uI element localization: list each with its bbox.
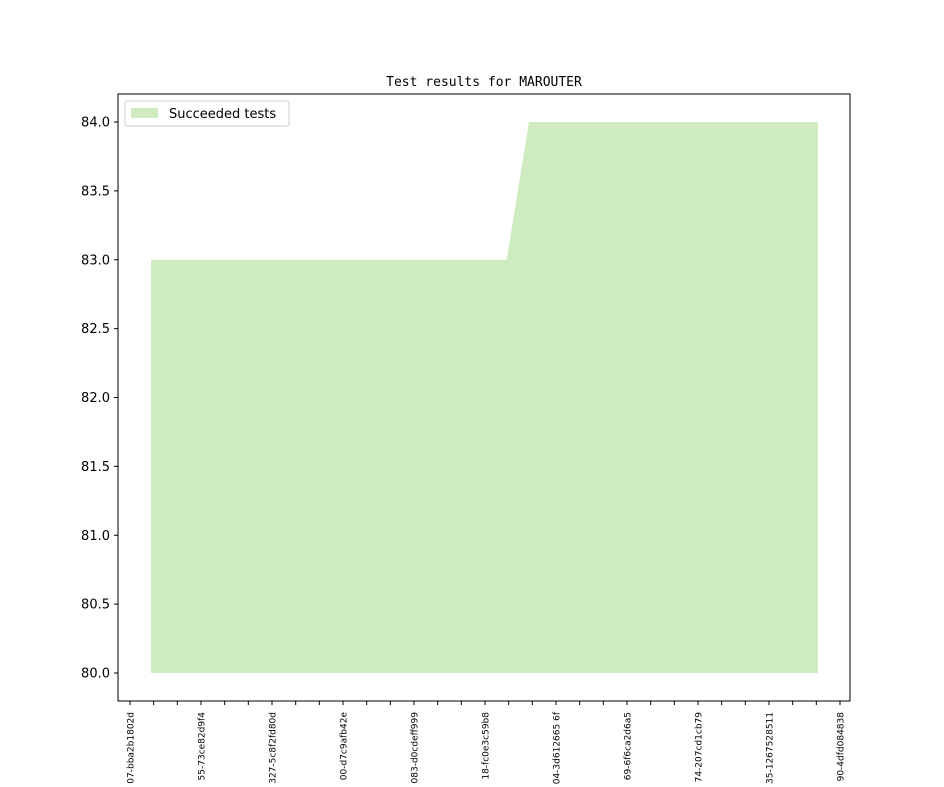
x-tick-label: 04-3d612665 6f bbox=[553, 711, 563, 784]
x-tick-label: 69-6f6ca2d6a5 bbox=[624, 712, 634, 780]
legend-swatch bbox=[131, 108, 158, 118]
x-tick-label: 90-4dfd084838 bbox=[837, 712, 847, 782]
y-tick-label: 82.0 bbox=[81, 391, 110, 406]
chart-title: Test results for MAROUTER bbox=[386, 75, 582, 90]
legend-label: Succeeded tests bbox=[169, 107, 276, 122]
y-tick-label: 81.5 bbox=[81, 460, 110, 475]
y-tick-label: 84.0 bbox=[81, 116, 110, 131]
y-tick-label: 82.5 bbox=[81, 322, 110, 337]
y-tick-label: 83.0 bbox=[81, 253, 110, 268]
x-tick-label: 00-d7c9afb42e bbox=[340, 712, 350, 781]
legend-box bbox=[124, 100, 290, 127]
x-tick-label: 18-fc0e3c59b8 bbox=[482, 712, 492, 780]
y-tick-label: 81.0 bbox=[81, 529, 110, 544]
legend: Succeeded tests bbox=[124, 100, 290, 127]
plot-area bbox=[151, 122, 818, 673]
x-tick-label: 327-5c8f2fd80d bbox=[269, 712, 279, 784]
x-tick-label: 55-73ce82d9f4 bbox=[198, 712, 208, 781]
y-tick-label: 80.0 bbox=[81, 667, 110, 682]
x-tick-label: 083-d0cdeff999 bbox=[411, 712, 421, 784]
x-tick-label: 35-1267528511 bbox=[766, 712, 776, 784]
y-tick-label: 80.5 bbox=[81, 598, 110, 613]
x-tick-label: 74-207cd1cb79 bbox=[695, 712, 705, 783]
x-axis: 07-bba2b1802d 55-73ce82d9f4 327-5c8f2fd80d… bbox=[127, 701, 847, 784]
area-succeeded-tests bbox=[151, 122, 818, 673]
y-tick-label: 83.5 bbox=[81, 184, 110, 199]
x-tick-label: 07-bba2b1802d bbox=[127, 712, 137, 784]
y-axis: 80.0 80.5 81.0 81.5 82.0 82.5 83.0 83.5 84.0 bbox=[81, 116, 118, 682]
